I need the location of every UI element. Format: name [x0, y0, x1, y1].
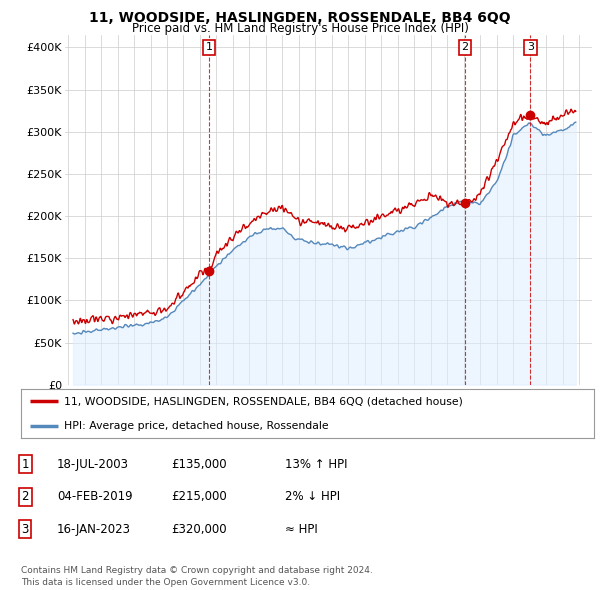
- Text: 18-JUL-2003: 18-JUL-2003: [57, 458, 129, 471]
- Text: 16-JAN-2023: 16-JAN-2023: [57, 523, 131, 536]
- Text: 13% ↑ HPI: 13% ↑ HPI: [285, 458, 347, 471]
- Text: 2% ↓ HPI: 2% ↓ HPI: [285, 490, 340, 503]
- Text: £135,000: £135,000: [171, 458, 227, 471]
- Text: 1: 1: [22, 458, 29, 471]
- Text: £320,000: £320,000: [171, 523, 227, 536]
- Text: Price paid vs. HM Land Registry's House Price Index (HPI): Price paid vs. HM Land Registry's House …: [131, 22, 469, 35]
- Text: 11, WOODSIDE, HASLINGDEN, ROSSENDALE, BB4 6QQ: 11, WOODSIDE, HASLINGDEN, ROSSENDALE, BB…: [89, 11, 511, 25]
- Text: HPI: Average price, detached house, Rossendale: HPI: Average price, detached house, Ross…: [64, 421, 329, 431]
- Text: 2: 2: [22, 490, 29, 503]
- Text: 2: 2: [461, 42, 469, 53]
- Text: £215,000: £215,000: [171, 490, 227, 503]
- Text: ≈ HPI: ≈ HPI: [285, 523, 318, 536]
- Text: 3: 3: [22, 523, 29, 536]
- Text: Contains HM Land Registry data © Crown copyright and database right 2024.
This d: Contains HM Land Registry data © Crown c…: [21, 566, 373, 587]
- Text: 3: 3: [527, 42, 534, 53]
- Text: 11, WOODSIDE, HASLINGDEN, ROSSENDALE, BB4 6QQ (detached house): 11, WOODSIDE, HASLINGDEN, ROSSENDALE, BB…: [64, 396, 463, 407]
- Text: 04-FEB-2019: 04-FEB-2019: [57, 490, 133, 503]
- Text: 1: 1: [205, 42, 212, 53]
